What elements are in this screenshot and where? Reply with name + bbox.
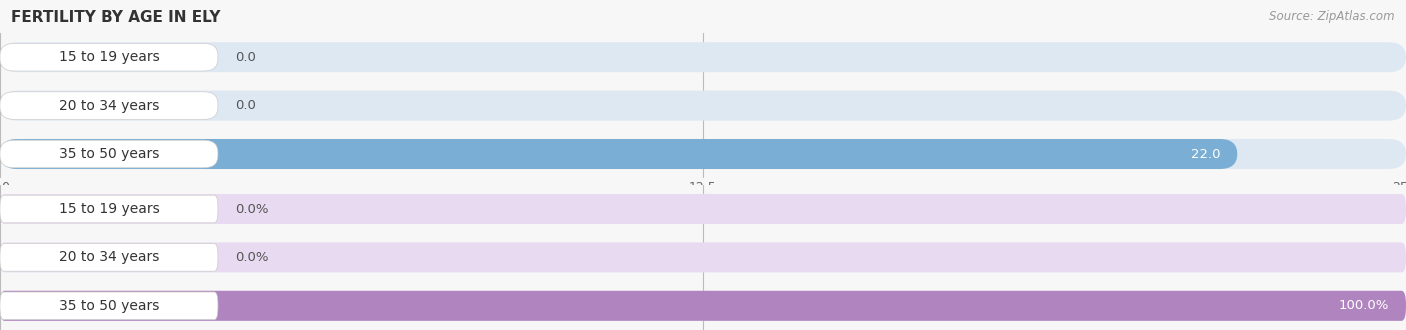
FancyBboxPatch shape — [0, 139, 1406, 169]
Text: 0.0%: 0.0% — [235, 251, 269, 264]
FancyBboxPatch shape — [0, 244, 218, 271]
Text: Source: ZipAtlas.com: Source: ZipAtlas.com — [1270, 10, 1395, 23]
FancyBboxPatch shape — [0, 291, 1406, 321]
Text: 35 to 50 years: 35 to 50 years — [59, 299, 159, 313]
Text: 20 to 34 years: 20 to 34 years — [59, 99, 159, 113]
FancyBboxPatch shape — [0, 91, 1406, 120]
FancyBboxPatch shape — [0, 194, 1406, 224]
FancyBboxPatch shape — [0, 140, 218, 168]
FancyBboxPatch shape — [0, 291, 1406, 321]
FancyBboxPatch shape — [0, 92, 218, 119]
Text: 15 to 19 years: 15 to 19 years — [59, 50, 159, 64]
FancyBboxPatch shape — [0, 243, 1406, 272]
FancyBboxPatch shape — [0, 44, 218, 71]
FancyBboxPatch shape — [0, 292, 218, 319]
FancyBboxPatch shape — [0, 42, 1406, 72]
Text: FERTILITY BY AGE IN ELY: FERTILITY BY AGE IN ELY — [11, 10, 221, 25]
FancyBboxPatch shape — [0, 195, 218, 223]
Text: 35 to 50 years: 35 to 50 years — [59, 147, 159, 161]
Text: 0.0: 0.0 — [235, 99, 256, 112]
Text: 15 to 19 years: 15 to 19 years — [59, 202, 159, 216]
Text: 20 to 34 years: 20 to 34 years — [59, 250, 159, 264]
FancyBboxPatch shape — [0, 139, 1237, 169]
Text: 0.0: 0.0 — [235, 51, 256, 64]
Text: 0.0%: 0.0% — [235, 203, 269, 215]
Text: 22.0: 22.0 — [1191, 148, 1220, 160]
Text: 100.0%: 100.0% — [1339, 299, 1389, 312]
